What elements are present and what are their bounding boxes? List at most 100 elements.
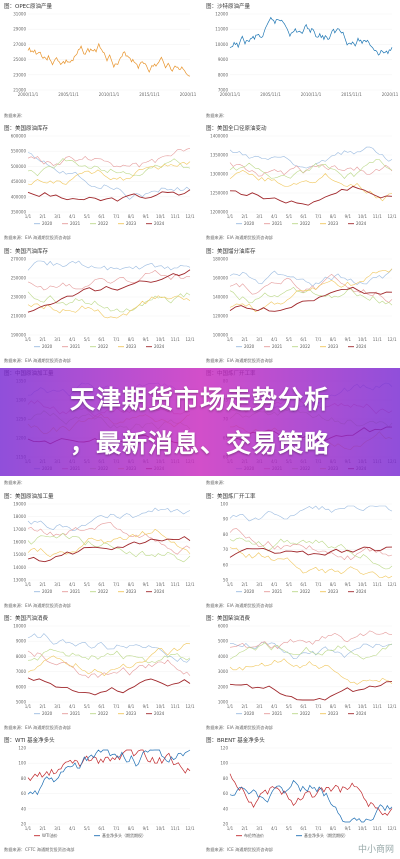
y-tick-label: 140000 [213,294,229,299]
y-tick-label: 100 [220,501,228,506]
series-line [229,16,393,56]
series-line [229,186,393,207]
x-tick-label: 9/1 [143,826,150,831]
x-tick-label: 1/1 [227,704,234,709]
x-tick-label: 7/1 [315,704,322,709]
legend-label: 2024 [356,711,367,716]
legend-label: 2022 [300,711,311,716]
y-tick-label: 9000 [16,639,27,644]
legend-label: 2020 [42,344,53,349]
legend-label: 2024 [356,344,367,349]
legend-label: 布伦特油价 [244,832,264,838]
series-line [229,658,393,685]
legend-label: 2022 [98,344,109,349]
chart-title: 图：沙特原油产量 [206,4,251,10]
x-tick-label: 3/1 [54,337,61,342]
x-tick-label: 6/1 [300,582,307,587]
x-tick-label: 2/1 [242,826,249,831]
y-tick-label: 18000 [13,514,26,519]
x-tick-label: 2/1 [40,337,47,342]
x-tick-label: 1/1 [227,214,234,219]
y-tick-label: 5000 [16,700,27,705]
x-tick-label: 1/1 [227,337,234,342]
legend-label: WTI油价 [42,832,58,838]
headline-banner: 天津期货市场走势分析 ，最新消息、交易策略 [0,368,400,476]
x-tick-label: 6/1 [300,214,307,219]
y-tick-label: 31000 [13,12,26,17]
y-tick-label: 350000 [11,210,27,215]
x-tick-label: 8/1 [128,704,135,709]
legend-label: 2021 [70,344,81,349]
x-tick-label: 8/1 [128,337,135,342]
x-tick-label: 9/1 [345,214,352,219]
x-tick-label: 9/1 [345,337,352,342]
x-tick-label: 4/1 [271,214,278,219]
series-line [229,641,393,660]
y-tick-label: 100000 [213,332,229,337]
chart-panel: 图：美国柴油消费 数据来源：EIA 海通期货投资咨询部 6000 5000 4000 30… [204,614,398,732]
series-line [229,268,393,287]
x-tick-label: 2010/11/1 [301,92,322,97]
x-tick-label: 11/1 [373,826,382,831]
series-line [27,521,191,555]
x-tick-label: 2010/11/1 [99,92,120,97]
legend-label: 2024 [356,589,367,594]
x-tick-label: 2015/11/1 [139,92,160,97]
chart-panel: 图：美国全口径原油变动 数据来源：EIA 海通期货投资咨询部 1400000 1350… [204,124,398,243]
y-tick-label: 180000 [213,256,229,261]
y-tick-label: 120 [18,746,26,751]
series-line [27,295,191,319]
x-tick-label: 8/1 [128,582,135,587]
chart-plot: 100 90 80 70 60 501/1 2/1 3/1 4/1 5/1 6/1 7/1 8/1 9/1… [220,501,397,594]
x-tick-label: 3/1 [256,826,263,831]
series-line [229,286,393,306]
x-tick-label: 1/1 [25,826,32,831]
y-tick-label: 600000 [11,134,27,139]
y-tick-label: 3000 [218,669,229,674]
chart-source: 数据来源：EIA 海通期货投资咨询部 [4,602,71,608]
x-tick-label: 1/1 [25,337,32,342]
chart-title: 图：美国柴油消费 [206,616,251,622]
y-tick-label: 500000 [11,164,27,169]
y-tick-label: 13000 [13,577,26,582]
series-line [27,677,191,696]
legend-label: 2020 [244,221,255,226]
x-tick-label: 8/1 [128,826,135,831]
legend-label: 2023 [126,344,137,349]
chart-source: 数据来源：EIA 海通期货投资咨询部 [4,725,71,730]
y-tick-label: 250000 [11,275,27,280]
series-line [27,648,191,664]
x-tick-label: 2/1 [242,704,249,709]
y-tick-label: 1250000 [210,191,228,196]
x-tick-label: 10/1 [358,826,367,831]
x-tick-label: 12/1 [388,337,397,342]
x-tick-label: 7/1 [315,337,322,342]
y-tick-label: 230000 [11,294,27,299]
x-tick-label: 2020/11/1 [382,92,398,97]
series-line [27,148,191,168]
x-tick-label: 4/1 [271,337,278,342]
x-tick-label: 4/1 [271,826,278,831]
chart-source: 数据来源：EIA 海通期货投资咨询部 [4,357,71,363]
x-tick-label: 1/1 [227,582,234,587]
x-tick-label: 10/1 [156,826,165,831]
x-tick-label: 4/1 [69,704,76,709]
y-tick-label: 450000 [11,179,27,184]
series-line [229,546,393,578]
legend-label: 2023 [126,589,137,594]
legend-label: 2022 [98,221,109,226]
x-tick-label: 8/1 [330,214,337,219]
y-tick-label: 20 [21,822,27,827]
y-tick-label: 1200000 [210,210,228,215]
chart-panel: 图：美国炼厂开工率 数据来源：EIA 海通期货投资咨询部 100 90 80 70 60 50… [204,491,398,610]
y-tick-label: 60 [223,562,229,567]
x-tick-label: 11/1 [171,337,180,342]
x-tick-label: 4/1 [69,582,76,587]
x-tick-label: 5/1 [84,214,91,219]
chart-plot: 120 100 80 60 40 201/1 2/1 3/1 4/1 5/1 6/1 7/1 8/1 9/… [220,746,397,839]
legend-label: 2021 [70,589,81,594]
x-tick-label: 3/1 [256,214,263,219]
